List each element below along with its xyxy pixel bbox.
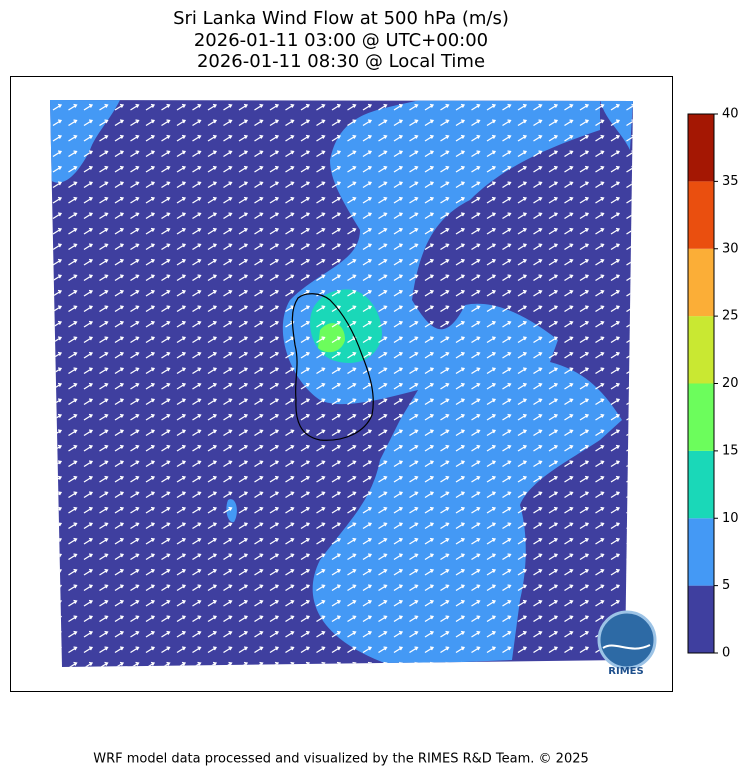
colorbar: 0 5 10 15 20 25 30 35 40 — [687, 107, 739, 661]
colorbar-band — [688, 248, 714, 317]
logo: RIMES — [597, 610, 657, 677]
colorbar-tick-label: 15 — [722, 443, 739, 458]
colorbar-tick-label: 25 — [722, 309, 739, 324]
colorbar-tick-label: 0 — [722, 646, 730, 661]
logo-text: RIMES — [608, 666, 643, 677]
wind-field — [50, 100, 633, 667]
colorbar-tick-label: 20 — [722, 376, 739, 391]
colorbar-band — [688, 181, 714, 249]
footer: WRF model data processed and visualized … — [93, 752, 589, 767]
colorbar-tick-label: 35 — [722, 174, 739, 189]
colorbar-tick-label: 5 — [722, 578, 730, 593]
colorbar-tick-label: 10 — [722, 511, 739, 526]
colorbar-tick-label: 30 — [722, 241, 739, 256]
colorbar-band — [688, 585, 714, 653]
map-frame — [10, 76, 673, 692]
colorbar-band — [688, 114, 714, 182]
title-line: 2026-01-11 08:30 @ Local Time — [197, 51, 485, 72]
title-line: Sri Lanka Wind Flow at 500 hPa (m/s) — [173, 8, 509, 29]
colorbar-band — [688, 383, 714, 451]
title-line: 2026-01-11 03:00 @ UTC+00:00 — [194, 30, 488, 51]
colorbar-band — [688, 450, 714, 519]
colorbar-band — [688, 518, 714, 586]
colorbar-tick-label: 40 — [722, 107, 739, 122]
colorbar-band — [688, 316, 714, 384]
